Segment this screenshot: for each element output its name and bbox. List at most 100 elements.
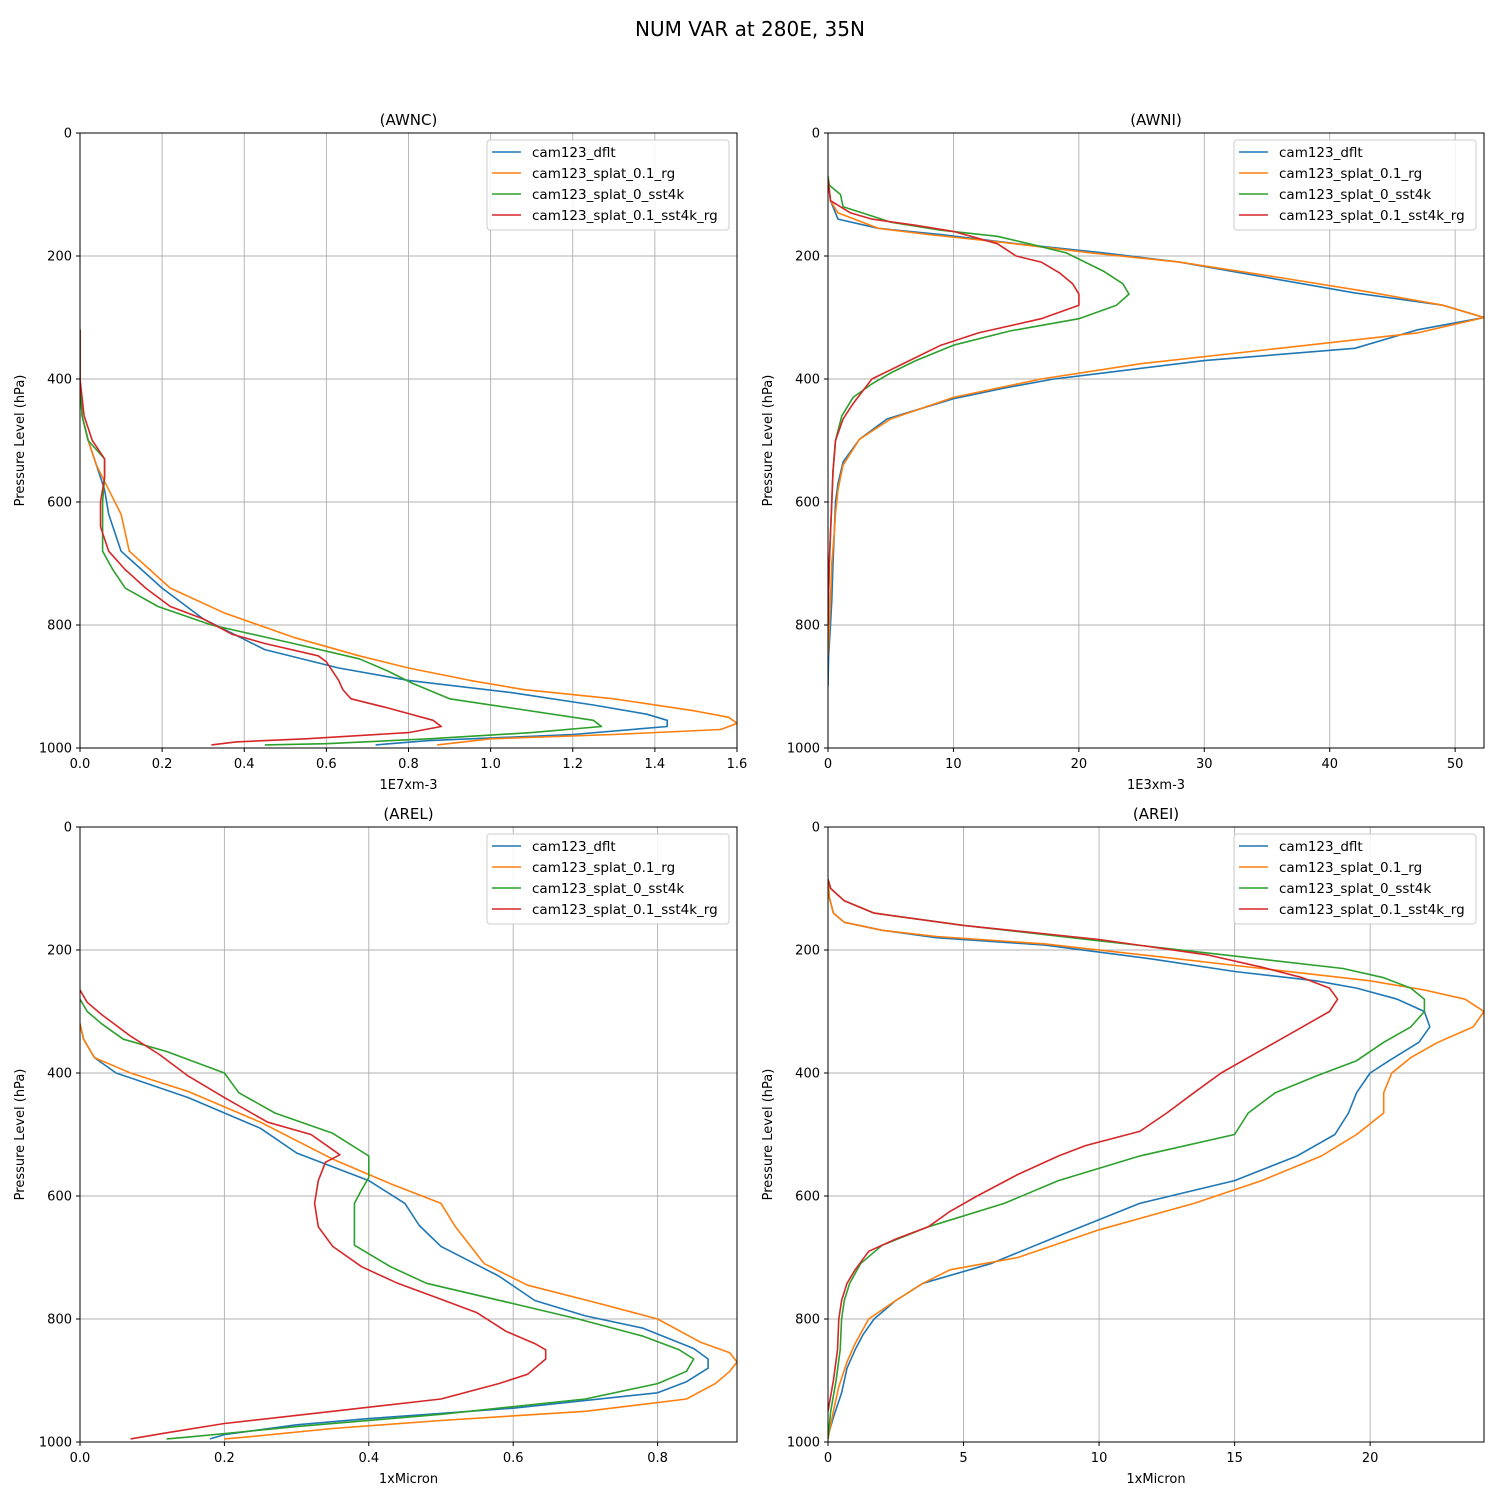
awnc-xtick-label: 0.6: [316, 757, 337, 772]
arel-series-2-line: [80, 998, 695, 1440]
panel-arei: 0 5 10 15 2002004006008001000(AREI)1xMicronP…: [761, 805, 1485, 1487]
arei-xtick-label: 15: [1226, 1451, 1243, 1466]
awnc-xtick-label: 1.4: [645, 757, 666, 772]
arel-legend-label: cam123_splat_0.1_sst4k_rg: [532, 902, 718, 918]
panel-awni: 0 10 20 30 40 50 0 200 400 600 800 1000 (AWNI) 1E3xm-…: [761, 111, 1485, 793]
awni-xtick-label: 30: [1196, 757, 1213, 772]
arei-ytick-label: 800: [795, 1313, 820, 1328]
arel-legend: cam123_dflt cam123_splat_0.1_rg cam123_spl…: [486, 833, 730, 925]
arel-series-1-line: [80, 1023, 737, 1440]
awnc-panel-title: (AWNC): [380, 111, 438, 129]
awni-ytick-label: 400: [795, 373, 820, 388]
arel-legend-label: cam123_dflt: [532, 839, 616, 855]
awni-series-3-line: [828, 179, 1080, 626]
awnc-ytick-label: 800: [47, 619, 72, 634]
arei-yaxis-label: Pressure Level (hPa): [761, 1069, 776, 1201]
awnc-ytick-label: 1000: [39, 742, 72, 757]
arel-yaxis-label: Pressure Level (hPa): [13, 1069, 28, 1201]
arei-xtick-label: 10: [1091, 1451, 1108, 1466]
arel-xtick-label: 0.8: [647, 1451, 668, 1466]
awni-xtick-label: 0: [824, 757, 832, 772]
arei-legend-label: cam123_splat_0.1_sst4k_rg: [1279, 902, 1465, 918]
awnc-xtick-label: 1.2: [562, 757, 583, 772]
arel-legend-label: cam123_splat_0_sst4k: [532, 881, 684, 897]
awni-legend: cam123_dflt cam123_splat_0.1_rg cam123_spl…: [1233, 139, 1477, 231]
arei-series-2-line: [828, 879, 1426, 1439]
arel-panel-title: (AREL): [383, 805, 433, 823]
awnc-legend-label: cam123_dflt: [532, 145, 616, 161]
arel-axes-frame: [79, 826, 738, 1443]
arei-legend-label: cam123_splat_0_sst4k: [1279, 881, 1431, 897]
arel-legend-box: [486, 833, 730, 925]
awnc-legend-box: [486, 139, 730, 231]
arei-series-1-line: [828, 882, 1484, 1440]
arei-legend-label: cam123_dflt: [1279, 839, 1363, 855]
arei-legend-box: [1233, 833, 1477, 925]
awnc-legend: cam123_dflt cam123_splat_0.1_rg cam123_spl…: [486, 139, 730, 231]
awni-ytick-label: 600: [795, 496, 820, 511]
arei-panel-title: (AREI): [1133, 805, 1179, 823]
awnc-ytick-label: 600: [47, 496, 72, 511]
awnc-series-1-line: [80, 329, 737, 746]
arel-series-0-line: [80, 1023, 709, 1440]
awnc-xtick-label: 0.4: [234, 757, 255, 772]
awnc-series-2-line: [80, 329, 603, 746]
awni-xtick-label: 40: [1321, 757, 1338, 772]
awni-panel-title: (AWNI): [1130, 111, 1182, 129]
awni-legend-label: cam123_splat_0.1_sst4k_rg: [1279, 208, 1465, 224]
arei-series-0-line: [828, 882, 1431, 1437]
awni-xtick-label: 10: [945, 757, 962, 772]
arei-legend: cam123_dflt cam123_splat_0.1_rg cam123_spl…: [1233, 833, 1477, 925]
arei-xtick-label: 0: [824, 1451, 832, 1466]
awni-series-2-line: [828, 175, 1130, 626]
awni-yaxis-label: Pressure Level (hPa): [761, 375, 776, 507]
arel-ytick-label: 600: [47, 1190, 72, 1205]
awnc-legend-label: cam123_splat_0.1_rg: [532, 166, 675, 182]
arei-ytick-label: 200: [795, 944, 820, 959]
arei-ytick-label: 1000: [787, 1436, 820, 1451]
arel-xtick-label: 0.4: [358, 1451, 379, 1466]
awnc-series-0-line: [80, 329, 669, 746]
awni-ytick-label: 1000: [787, 742, 820, 757]
arei-xtick-label: 20: [1362, 1451, 1379, 1466]
arel-series-3-line: [80, 989, 547, 1440]
awnc-xtick-label: 1.6: [727, 757, 748, 772]
awnc-xtick-label: 0.0: [70, 757, 91, 772]
awni-legend-label: cam123_splat_0.1_rg: [1279, 166, 1422, 182]
awni-legend-label: cam123_splat_0_sst4k: [1279, 187, 1431, 203]
panel-arel: 0.0 0.2 0.4 0.6 0.8 0 200 400 600 800 1000 (AREL) 1x…: [13, 805, 738, 1487]
awnc-xtick-label: 1.0: [480, 757, 501, 772]
arei-series-3-line: [828, 879, 1339, 1412]
awni-ytick-label: 0: [812, 127, 820, 142]
awnc-legend-label: cam123_splat_0_sst4k: [532, 187, 684, 203]
arei-axes-frame: [827, 826, 1485, 1443]
arel-legend-label: cam123_splat_0.1_rg: [532, 860, 675, 876]
awnc-xtick-label: 0.2: [152, 757, 173, 772]
arel-xtick-label: 0.6: [503, 1451, 524, 1466]
arei-xaxis-label: 1xMicron: [1126, 1472, 1185, 1487]
awni-ytick-label: 800: [795, 619, 820, 634]
awni-axes-frame: [827, 132, 1485, 749]
arei-legend-label: cam123_splat_0.1_rg: [1279, 860, 1422, 876]
arel-ytick-label: 1000: [39, 1436, 72, 1451]
awnc-series-3-line: [80, 329, 443, 746]
figure-title: NUM VAR at 280E, 35N: [635, 17, 865, 41]
awnc-ytick-label: 0: [64, 127, 72, 142]
awnc-yaxis-label: Pressure Level (hPa): [13, 375, 28, 507]
arei-xtick-label: 5: [959, 1451, 967, 1466]
awnc-legend-label: cam123_splat_0.1_sst4k_rg: [532, 208, 718, 224]
awnc-ytick-label: 400: [47, 373, 72, 388]
arel-ytick-label: 800: [47, 1313, 72, 1328]
awni-legend-box: [1233, 139, 1477, 231]
arei-ytick-label: 0: [812, 821, 820, 836]
awnc-xaxis-label: 1E7xm-3: [379, 778, 437, 793]
arel-ytick-label: 400: [47, 1067, 72, 1082]
awnc-xtick-label: 0.8: [398, 757, 419, 772]
awni-xaxis-label: 1E3xm-3: [1127, 778, 1185, 793]
arel-xtick-label: 0.0: [70, 1451, 91, 1466]
arel-ytick-label: 0: [64, 821, 72, 836]
awnc-ytick-label: 200: [47, 250, 72, 265]
awni-xtick-label: 20: [1071, 757, 1088, 772]
arei-ytick-label: 400: [795, 1067, 820, 1082]
